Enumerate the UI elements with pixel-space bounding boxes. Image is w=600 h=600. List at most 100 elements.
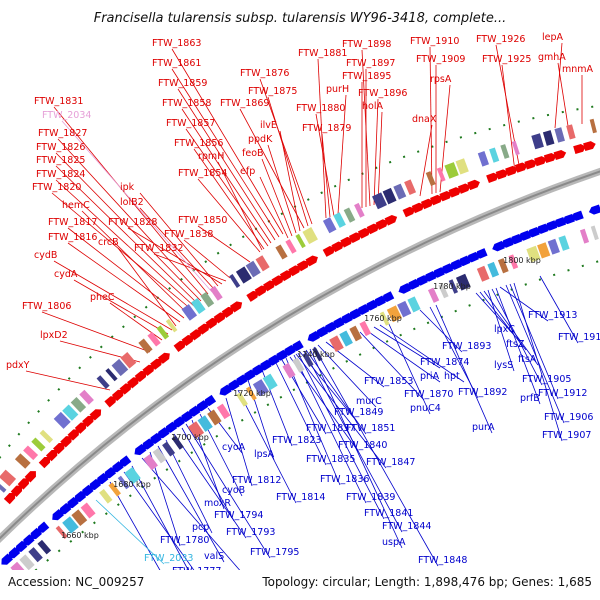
forward-gene-arrow [205,317,218,330]
reverse-leader-line [309,348,403,549]
inner-cog-block [187,421,205,439]
outer-cog-block [382,187,397,205]
reverse-leader-line [317,344,377,408]
outer-dotted-ring [0,104,600,460]
forward-gene-label: pdxY [6,360,30,371]
inner-cog-block [292,357,305,373]
forward-gene-label: FTW_1863 [152,38,201,49]
reverse-gene-label: ftsA [518,354,537,365]
outer-cog-block [302,227,318,245]
forward-gene-label: FTW_1897 [346,58,395,69]
forward-gene-label: feoB [242,148,264,159]
reverse-gene-label: FTW_1793 [226,527,275,538]
inner-cog-block [28,547,43,563]
reverse-leader-line [365,329,441,383]
reverse-leader-line [185,423,271,559]
reverse-gene-label: uspA [382,537,406,548]
inner-cog-block [427,287,440,303]
outer-cog-block [322,217,337,234]
reverse-gene-arrow [119,455,132,467]
outer-cog-block [566,124,576,140]
forward-gene-label: FTW_1854 [178,168,227,179]
reverse-gene-label: prfB [520,393,540,404]
reverse-leader-line [165,439,213,534]
forward-gene-arrow [534,156,547,167]
forward-gene-arrow [420,198,434,210]
forward-gene-label: FTW_1925 [482,54,531,65]
forward-gene-label: FTW_1806 [22,301,71,312]
reverse-gene-label: FTW_1849 [334,407,383,418]
forward-leader-line [55,152,202,302]
outer-cog-block [393,183,407,200]
reverse-gene-label: pnuC4 [410,403,441,414]
forward-gene-label: FTW_1816 [48,232,97,243]
forward-gene-arrow [467,179,480,191]
forward-gene-arrow [119,383,132,395]
inner-cog-block [252,379,269,397]
forward-gene-label: FTW_1817 [48,217,97,228]
outer-cog-block [165,318,178,333]
forward-leader-line [193,148,265,250]
tick-label: 1720 kbp [233,389,271,398]
forward-gene-label: purH [326,84,349,95]
reverse-leader-line [513,282,563,442]
forward-gene-arrow [45,449,58,462]
forward-gene-label: FTW_1910 [410,36,459,47]
reverse-gene-label: FTW_1780 [160,535,209,546]
forward-gene-arrow [375,219,389,230]
forward-gene-label: FTW_1826 [36,142,85,153]
forward-gene-arrow [127,377,139,389]
forward-gene-arrow [348,232,362,244]
inner-cog-block [71,509,88,526]
outer-cog-block [190,297,206,315]
forward-leader-line [67,227,185,319]
reverse-gene-label: murC [356,396,382,407]
forward-gene-arrow [157,352,170,364]
reverse-gene-label: FTW_1912 [538,388,587,399]
outer-cog-block [589,118,597,134]
forward-leader-line [259,176,289,239]
reverse-gene-label: FTW_1795 [250,547,299,558]
forward-leader-line [239,108,305,229]
reverse-gene-label: FTW_1794 [214,510,263,521]
forward-gene-label: rpmH [198,151,224,162]
inner-cog-block [497,258,509,274]
forward-leader-line [183,239,231,279]
forward-gene-label: FTW_1926 [476,34,525,45]
reverse-gene-arrow [518,230,531,241]
reverse-leader-line [131,465,193,578]
outer-cog-block [0,480,7,493]
reverse-gene-label: FTW_1853 [364,376,413,387]
forward-gene-label: dnaX [412,114,437,125]
forward-gene-arrow [430,194,443,206]
forward-gene-label: FTW_1909 [416,54,465,65]
reverse-gene-label: FTW_1851 [346,423,395,434]
outer-cog-block [31,437,46,452]
inner-cog-block [216,403,231,420]
inner-cog-block [339,330,353,347]
outer-cog-block [542,130,555,146]
outer-cog-block [343,207,356,223]
reverse-gene-label: cyoA [222,442,246,453]
reverse-gene-label: FTW_1812 [232,475,281,486]
forward-leader-line [67,242,181,323]
outer-cog-block [23,445,39,461]
forward-gene-label: FTW_1820 [32,182,81,193]
forward-gene-arrow [82,415,94,428]
reverse-leader-line [505,284,565,424]
reverse-gene-label: priA [420,371,440,382]
reverse-leader-line [313,346,439,567]
outer-cog-block [245,260,261,278]
outer-cog-block [111,358,129,377]
forward-gene-label: mnmA [562,64,594,75]
reverse-leader-line [295,353,387,469]
outer-cog-block [255,255,270,272]
forward-gene-arrow [74,422,87,434]
forward-gene-arrow [495,169,509,180]
forward-gene-label: ipk [120,182,135,193]
inner-cog-block [282,362,296,379]
tick-label: 1760 kbp [364,314,402,323]
outer-cog-block [181,304,198,321]
reverse-gene-label: lysS [494,360,513,371]
forward-gene-arrow [53,442,65,455]
